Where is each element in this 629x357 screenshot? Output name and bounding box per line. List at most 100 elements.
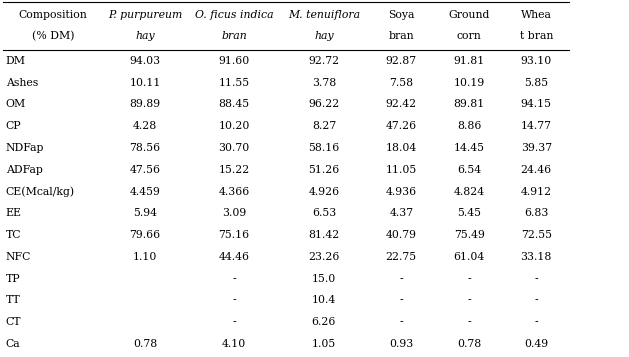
Text: -: - [535, 295, 538, 306]
Text: OM: OM [6, 99, 26, 110]
Text: t bran: t bran [520, 31, 553, 41]
Text: EE: EE [6, 208, 21, 218]
Text: 5.85: 5.85 [524, 77, 548, 88]
Text: Ca: Ca [6, 339, 20, 349]
Text: Ashes: Ashes [6, 77, 38, 88]
Text: 89.89: 89.89 [130, 99, 160, 110]
Text: -: - [232, 273, 236, 284]
Text: 30.70: 30.70 [218, 143, 250, 153]
Text: -: - [232, 295, 236, 306]
Text: 75.49: 75.49 [454, 230, 485, 240]
Text: TC: TC [6, 230, 21, 240]
Text: 10.19: 10.19 [454, 77, 485, 88]
Text: 1.05: 1.05 [312, 339, 336, 349]
Text: 3.78: 3.78 [312, 77, 336, 88]
Text: 8.27: 8.27 [312, 121, 336, 131]
Text: 4.926: 4.926 [308, 186, 340, 197]
Text: ADFap: ADFap [6, 165, 43, 175]
Text: 40.79: 40.79 [386, 230, 417, 240]
Text: CE(Mcal/kg): CE(Mcal/kg) [6, 186, 75, 197]
Text: 22.75: 22.75 [386, 252, 417, 262]
Text: TT: TT [6, 295, 20, 306]
Text: 14.77: 14.77 [521, 121, 552, 131]
Text: 10.4: 10.4 [312, 295, 336, 306]
Text: 15.0: 15.0 [312, 273, 336, 284]
Text: -: - [467, 273, 471, 284]
Text: TP: TP [6, 273, 20, 284]
Text: 92.72: 92.72 [308, 56, 340, 66]
Text: 91.60: 91.60 [218, 56, 250, 66]
Text: NFC: NFC [6, 252, 31, 262]
Text: 11.05: 11.05 [386, 165, 417, 175]
Text: P. purpureum: P. purpureum [108, 10, 182, 20]
Text: 4.459: 4.459 [130, 186, 160, 197]
Text: -: - [399, 317, 403, 327]
Text: 4.824: 4.824 [454, 186, 485, 197]
Text: 81.42: 81.42 [308, 230, 340, 240]
Text: 15.22: 15.22 [218, 165, 250, 175]
Text: 88.45: 88.45 [218, 99, 250, 110]
Text: bran: bran [389, 31, 414, 41]
Text: Composition: Composition [18, 10, 87, 20]
Text: 96.22: 96.22 [308, 99, 340, 110]
Text: 47.26: 47.26 [386, 121, 417, 131]
Text: hay: hay [135, 31, 155, 41]
Text: 4.28: 4.28 [133, 121, 157, 131]
Text: -: - [399, 273, 403, 284]
Text: 51.26: 51.26 [308, 165, 340, 175]
Text: 4.37: 4.37 [389, 208, 413, 218]
Text: DM: DM [6, 56, 26, 66]
Text: 23.26: 23.26 [308, 252, 340, 262]
Text: 6.53: 6.53 [312, 208, 336, 218]
Text: 78.56: 78.56 [130, 143, 160, 153]
Text: Soya: Soya [388, 10, 415, 20]
Text: Ground: Ground [448, 10, 490, 20]
Text: 79.66: 79.66 [130, 230, 160, 240]
Text: 61.04: 61.04 [454, 252, 485, 262]
Text: 3.09: 3.09 [222, 208, 246, 218]
Text: 92.42: 92.42 [386, 99, 417, 110]
Text: -: - [535, 317, 538, 327]
Text: 24.46: 24.46 [521, 165, 552, 175]
Text: corn: corn [457, 31, 482, 41]
Text: 11.55: 11.55 [218, 77, 250, 88]
Text: 0.93: 0.93 [389, 339, 413, 349]
Text: 18.04: 18.04 [386, 143, 417, 153]
Text: 10.11: 10.11 [130, 77, 160, 88]
Text: 39.37: 39.37 [521, 143, 552, 153]
Text: 92.87: 92.87 [386, 56, 417, 66]
Text: 8.86: 8.86 [457, 121, 481, 131]
Text: 44.46: 44.46 [218, 252, 250, 262]
Text: 4.912: 4.912 [521, 186, 552, 197]
Text: -: - [232, 317, 236, 327]
Text: hay: hay [314, 31, 334, 41]
Text: 94.15: 94.15 [521, 99, 552, 110]
Text: CP: CP [6, 121, 21, 131]
Text: 4.366: 4.366 [218, 186, 250, 197]
Text: 58.16: 58.16 [308, 143, 340, 153]
Text: 47.56: 47.56 [130, 165, 160, 175]
Text: -: - [399, 295, 403, 306]
Text: -: - [535, 273, 538, 284]
Text: Whea: Whea [521, 10, 552, 20]
Text: 6.83: 6.83 [524, 208, 548, 218]
Text: -: - [467, 295, 471, 306]
Text: 0.49: 0.49 [524, 339, 548, 349]
Text: 0.78: 0.78 [133, 339, 157, 349]
Text: 7.58: 7.58 [389, 77, 413, 88]
Text: 75.16: 75.16 [218, 230, 250, 240]
Text: 6.26: 6.26 [312, 317, 336, 327]
Text: 14.45: 14.45 [454, 143, 485, 153]
Text: 10.20: 10.20 [218, 121, 250, 131]
Text: 1.10: 1.10 [133, 252, 157, 262]
Text: 6.54: 6.54 [457, 165, 481, 175]
Text: 5.45: 5.45 [457, 208, 481, 218]
Text: 93.10: 93.10 [521, 56, 552, 66]
Text: NDFap: NDFap [6, 143, 44, 153]
Text: 4.936: 4.936 [386, 186, 417, 197]
Text: 94.03: 94.03 [130, 56, 160, 66]
Text: CT: CT [6, 317, 21, 327]
Text: 72.55: 72.55 [521, 230, 552, 240]
Text: -: - [467, 317, 471, 327]
Text: 0.78: 0.78 [457, 339, 481, 349]
